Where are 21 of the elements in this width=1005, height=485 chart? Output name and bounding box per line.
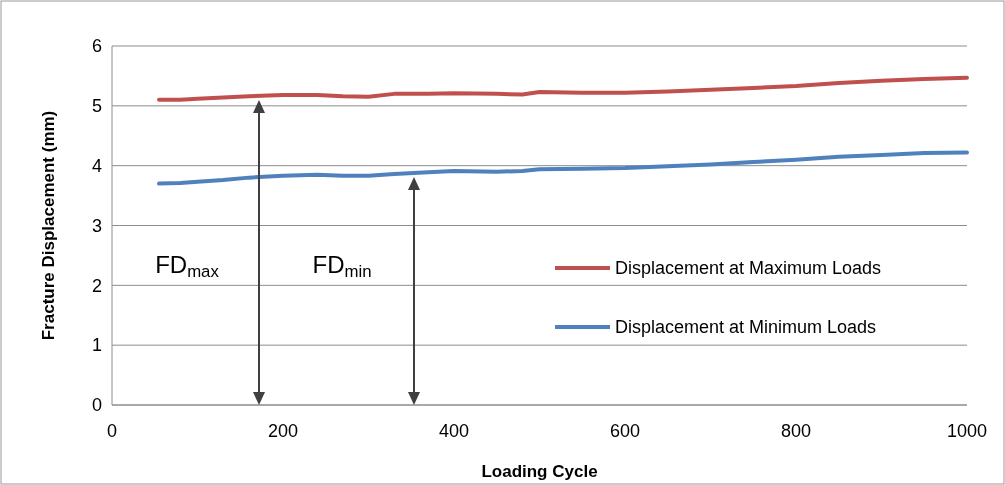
x-tick-label: 1000 (946, 421, 988, 441)
x-tick-label: 800 (780, 421, 812, 441)
line-series (157, 150, 969, 186)
annotation: FD$_{min}$ (312, 251, 372, 282)
y-tick-label: 6 (91, 36, 102, 57)
y-tick-label: 3 (91, 215, 102, 236)
y-axis-title: Fracture Displacement (mm) (39, 110, 58, 341)
y-tick-label: 2 (91, 275, 102, 296)
y-tick-label: 4 (91, 155, 102, 176)
y-tick-label: 1 (91, 335, 102, 356)
legend-label: Displacement at Maximum Loads (615, 258, 882, 279)
x-tick-label: 0 (106, 421, 118, 441)
x-tick-label: 600 (609, 421, 641, 441)
annotation: FD$_{max}$ (155, 251, 220, 282)
x-tick-label: 400 (438, 421, 470, 441)
line-series (157, 75, 969, 102)
x-tick-label: 200 (267, 421, 299, 441)
legend-label: Displacement at Minimum Loads (615, 317, 877, 338)
y-tick-label: 0 (91, 395, 102, 416)
x-axis-title: Loading Cycle (481, 462, 598, 481)
y-tick-label: 5 (91, 96, 102, 117)
